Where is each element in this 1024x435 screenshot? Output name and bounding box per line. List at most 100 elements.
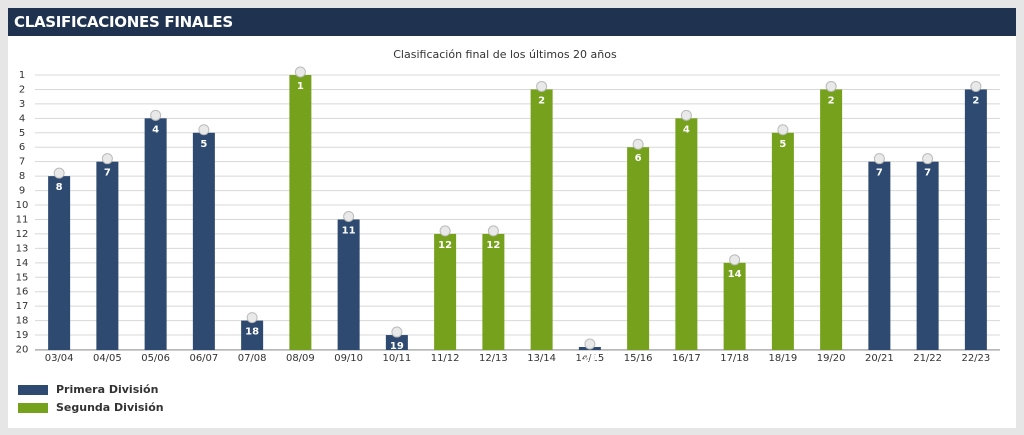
club-badge (294, 66, 306, 78)
bar (723, 262, 746, 350)
y-tick-label: 7 (19, 157, 25, 168)
x-tick-label: 17/18 (720, 353, 749, 364)
y-tick-label: 14 (16, 258, 29, 269)
data-label: 7 (924, 168, 931, 179)
club-badge (632, 138, 644, 150)
data-label: 4 (152, 124, 159, 135)
bar (385, 335, 408, 350)
club-badge (873, 153, 885, 165)
club-badge (729, 254, 741, 266)
y-tick-label: 11 (16, 214, 29, 225)
y-tick-label: 6 (19, 142, 25, 153)
bar (482, 233, 505, 350)
y-tick-label: 3 (19, 99, 25, 110)
y-tick-label: 8 (19, 171, 25, 182)
data-label: 12 (438, 240, 452, 251)
club-badge (439, 225, 451, 237)
bar (820, 89, 843, 351)
bar (434, 233, 457, 350)
data-label: 8 (56, 182, 63, 193)
x-tick-label: 14/15 (575, 353, 604, 364)
x-tick-label: 11/12 (431, 353, 460, 364)
data-label: 2 (828, 95, 835, 106)
x-tick-label: 12/13 (479, 353, 508, 364)
bar (241, 320, 264, 350)
club-badge (343, 210, 355, 222)
x-tick-label: 20/21 (865, 353, 894, 364)
bar (627, 147, 650, 350)
club-badge (922, 153, 934, 165)
club-badge (246, 312, 258, 324)
club-badge (487, 225, 499, 237)
y-tick-label: 5 (19, 128, 25, 139)
y-tick-label: 1 (19, 70, 25, 81)
panel: CLASIFICACIONES FINALES (8, 8, 1016, 428)
x-tick-label: 15/16 (624, 353, 653, 364)
y-tick-label: 2 (19, 84, 25, 95)
bar (337, 219, 360, 350)
bar (675, 118, 698, 350)
club-badge (680, 109, 692, 121)
y-tick-label: 20 (16, 345, 29, 356)
data-label: 5 (779, 139, 786, 150)
data-label: 1 (297, 81, 304, 92)
club-badge (53, 167, 65, 179)
x-tick-label: 19/20 (817, 353, 846, 364)
bar (144, 118, 167, 350)
y-tick-label: 10 (16, 200, 29, 211)
club-badge (825, 80, 837, 92)
chart-title: Clasificación final de los últimos 20 añ… (393, 48, 617, 61)
data-label: 6 (635, 153, 642, 164)
data-label: 14 (728, 269, 742, 280)
data-label: 5 (200, 139, 207, 150)
bar (192, 132, 215, 350)
bar (530, 89, 553, 351)
legend-swatch[interactable] (18, 385, 48, 395)
bar (868, 161, 891, 350)
y-tick-label: 15 (16, 272, 29, 283)
y-tick-label: 18 (16, 316, 29, 327)
bar (48, 176, 71, 350)
x-tick-label: 03/04 (45, 353, 74, 364)
club-badge (970, 80, 982, 92)
bar (289, 75, 312, 350)
legend-label: Segunda División (56, 401, 164, 414)
club-badge (391, 326, 403, 338)
bar (96, 161, 119, 350)
x-tick-label: 22/23 (961, 353, 990, 364)
legend-label: Primera División (56, 383, 158, 396)
y-tick-label: 4 (19, 113, 25, 124)
club-badge (536, 80, 548, 92)
x-tick-label: 13/14 (527, 353, 556, 364)
data-label: 12 (486, 240, 500, 251)
x-tick-label: 07/08 (238, 353, 267, 364)
club-badge (584, 338, 596, 350)
x-tick-label: 21/22 (913, 353, 942, 364)
bar (771, 132, 794, 350)
data-label: 2 (538, 95, 545, 106)
club-badge (150, 109, 162, 121)
data-label: 4 (683, 124, 690, 135)
y-tick-label: 19 (16, 330, 29, 341)
data-label: 7 (104, 168, 111, 179)
data-label: 2 (972, 95, 979, 106)
data-label: 20 (583, 353, 597, 364)
y-tick-label: 17 (16, 301, 29, 312)
data-label: 11 (342, 225, 356, 236)
data-label: 7 (876, 168, 883, 179)
x-tick-label: 08/09 (286, 353, 315, 364)
y-tick-label: 9 (19, 186, 25, 197)
y-tick-label: 16 (16, 287, 29, 298)
x-tick-label: 09/10 (334, 353, 363, 364)
bar (916, 161, 939, 350)
data-label: 19 (390, 341, 404, 352)
x-tick-label: 05/06 (141, 353, 170, 364)
bar (964, 89, 987, 351)
x-tick-label: 06/07 (189, 353, 218, 364)
legend-swatch[interactable] (18, 403, 48, 413)
x-tick-label: 10/11 (382, 353, 411, 364)
y-tick-label: 12 (16, 229, 29, 240)
data-label: 18 (245, 327, 259, 338)
